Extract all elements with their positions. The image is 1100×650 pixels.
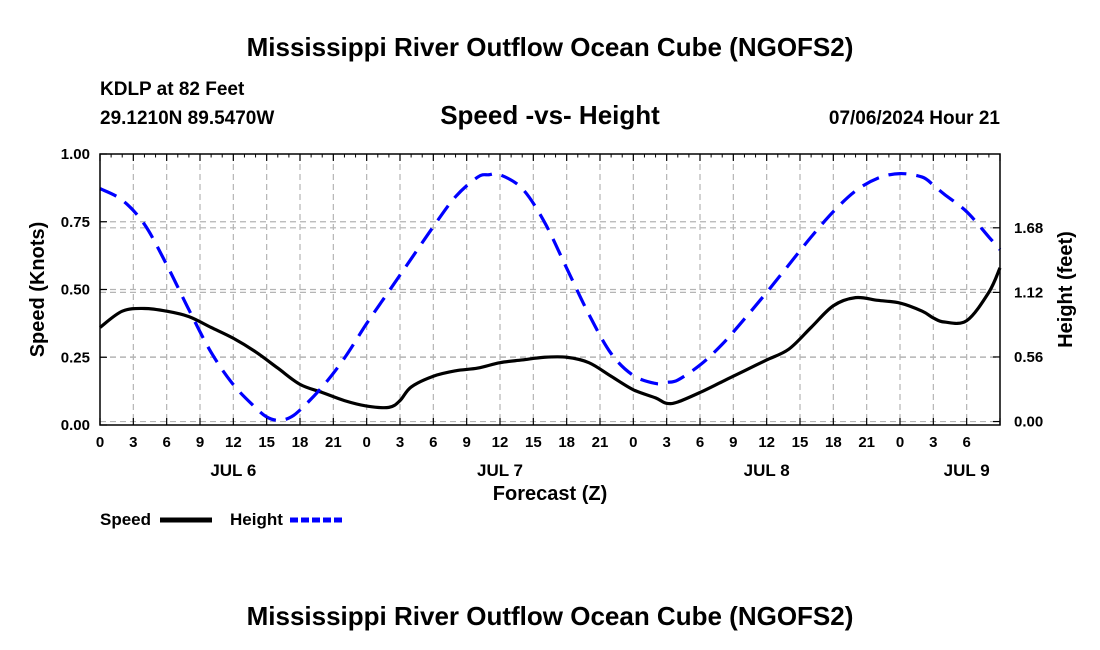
x-tick-label: 18 [292,434,309,451]
x-day-label: JUL 6 [210,461,256,480]
y2-tick-label: 1.12 [1014,284,1043,301]
x-tick-label: 18 [558,434,575,451]
x-tick-label: 6 [429,434,437,451]
y-tick-label: 0.75 [61,214,90,231]
x-tick-label: 9 [196,434,204,451]
x-tick-label: 3 [929,434,937,451]
x-tick-label: 9 [729,434,737,451]
x-tick-label: 12 [758,434,775,451]
forecast-datetime: 07/06/2024 Hour 21 [829,108,1001,129]
x-day-label: JUL 9 [944,461,990,480]
x-tick-label: 0 [96,434,104,451]
y2-tick-label: 0.00 [1014,414,1043,431]
series-line-height [99,171,1002,423]
y2-axis-title: Height (feet) [1055,231,1077,348]
x-tick-label: 18 [825,434,842,451]
x-tick-label: 15 [792,434,809,451]
grid [100,154,1000,425]
x-tick-label: 6 [962,434,970,451]
station-coords: 29.1210N 89.5470W [100,108,274,129]
x-tick-label: 6 [162,434,170,451]
legend-height-label: Height [230,510,283,529]
y2-tick-label: 1.68 [1014,220,1043,237]
x-tick-label: 6 [696,434,704,451]
footer-title: Mississippi River Outflow Ocean Cube (NG… [247,601,854,631]
x-tick-label: 0 [896,434,904,451]
axis-labels: 0 3 6 9 12 15 18 21 0 3 6 9 12 15 18 21 0 3 6 9 12 15 18 21 0 3 6 J… [61,146,1043,480]
y-tick-label: 1.00 [61,146,90,163]
x-tick-label: 21 [592,434,609,451]
x-tick-label: 3 [129,434,137,451]
series-layer [99,171,1002,423]
legend-speed-label: Speed [100,510,151,529]
x-tick-label: 21 [325,434,342,451]
x-day-label: JUL 7 [477,461,523,480]
x-tick-label: 3 [396,434,404,451]
x-tick-label: 0 [629,434,637,451]
x-tick-label: 15 [525,434,542,451]
x-tick-label: 15 [258,434,275,451]
axis-ticks [99,153,1001,426]
y2-tick-label: 0.56 [1014,349,1043,366]
y-tick-label: 0.00 [61,417,90,434]
chart-subtitle: Speed -vs- Height [440,100,660,130]
x-tick-label: 3 [662,434,670,451]
x-tick-label: 12 [492,434,509,451]
station-label: KDLP at 82 Feet [100,79,245,100]
y-tick-label: 0.50 [61,282,90,299]
x-day-label: JUL 8 [744,461,790,480]
series-line-speed [99,267,1002,410]
y-axis-title: Speed (Knots) [27,222,49,358]
x-tick-label: 0 [362,434,370,451]
main-title: Mississippi River Outflow Ocean Cube (NG… [247,32,854,62]
x-tick-label: 21 [858,434,875,451]
x-tick-label: 12 [225,434,242,451]
y-tick-label: 0.25 [61,349,90,366]
x-axis-title: Forecast (Z) [493,483,607,505]
x-tick-label: 9 [462,434,470,451]
legend: Speed Height [100,510,342,529]
